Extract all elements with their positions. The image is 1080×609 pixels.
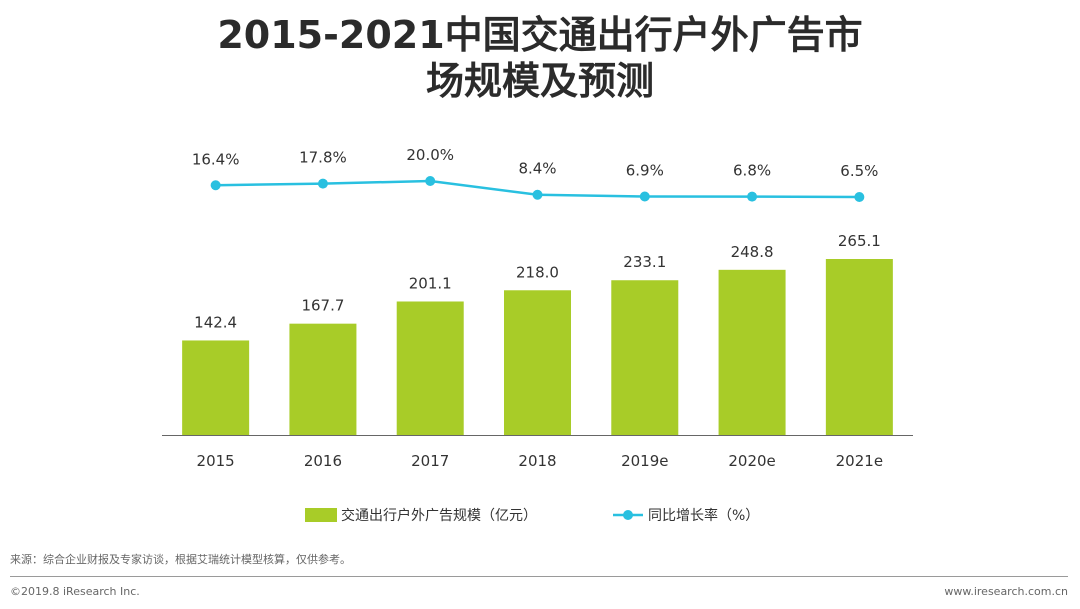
x-tick-label-2018: 2018 <box>518 452 556 470</box>
bar-value-label-2015: 142.4 <box>194 313 237 331</box>
x-tick-label-2015: 2015 <box>197 452 235 470</box>
bar-value-label-2019e: 233.1 <box>623 253 666 271</box>
growth-value-label-2021e: 6.5% <box>840 162 878 180</box>
growth-point-2018 <box>532 189 543 200</box>
bar-2016 <box>289 323 357 435</box>
bar-value-label-2020e: 248.8 <box>731 243 774 261</box>
growth-value-label-2020e: 6.8% <box>733 162 771 180</box>
copyright-text: ©2019.8 iResearch Inc. <box>10 585 140 598</box>
x-tick-label-2017: 2017 <box>411 452 449 470</box>
growth-point-2019e <box>639 191 650 202</box>
website-link[interactable]: www.iresearch.com.cn <box>944 585 1068 598</box>
bar-value-label-2018: 218.0 <box>516 263 559 281</box>
growth-point-2020e <box>747 191 758 202</box>
bar-value-label-2017: 201.1 <box>409 274 452 292</box>
bar-2020e <box>718 269 786 435</box>
growth-point-2021e <box>854 192 865 202</box>
growth-value-label-2019e: 6.9% <box>626 162 664 180</box>
growth-value-label-2016: 17.8% <box>299 149 347 167</box>
x-tick-label-2019e: 2019e <box>621 452 668 470</box>
bar-2018 <box>504 290 571 435</box>
bar-2019e <box>611 280 679 435</box>
x-tick-label-2016: 2016 <box>304 452 342 470</box>
legend-bar-label: 交通出行户外广告规模（亿元） <box>341 507 537 524</box>
source-note: 来源：综合企业财报及专家访谈，根据艾瑞统计模型核算，仅供参考。 <box>10 553 351 566</box>
chart-title: 2015-2021中国交通出行户外广告市 场规模及预测 <box>0 12 1080 104</box>
growth-point-2016 <box>317 178 328 189</box>
growth-value-label-2017: 20.0% <box>406 146 454 164</box>
chart-title-line-1: 2015-2021中国交通出行户外广告市 <box>217 13 863 57</box>
legend-bar-swatch <box>305 508 337 522</box>
legend-line-label: 同比增长率（%） <box>648 507 759 524</box>
x-tick-label-2020e: 2020e <box>728 452 775 470</box>
footer-divider <box>10 576 1068 577</box>
growth-value-label-2015: 16.4% <box>192 150 240 168</box>
bar-2015 <box>182 340 250 435</box>
growth-value-label-2018: 8.4% <box>518 160 556 178</box>
chart-area: 142.4 167.7 201.1 218.0 233.1 248.8 265.1 2015 2… <box>162 146 913 524</box>
growth-point-2015 <box>210 180 221 191</box>
growth-point-2017 <box>425 176 436 186</box>
chart-title-line-2: 场规模及预测 <box>425 59 654 103</box>
x-tick-label-2021e: 2021e <box>836 452 883 470</box>
legend-line-marker <box>623 510 633 520</box>
bar-value-label-2021e: 265.1 <box>838 232 881 250</box>
bar-2017 <box>396 301 464 435</box>
bar-2021e <box>825 259 893 435</box>
bar-value-label-2016: 167.7 <box>301 297 344 315</box>
